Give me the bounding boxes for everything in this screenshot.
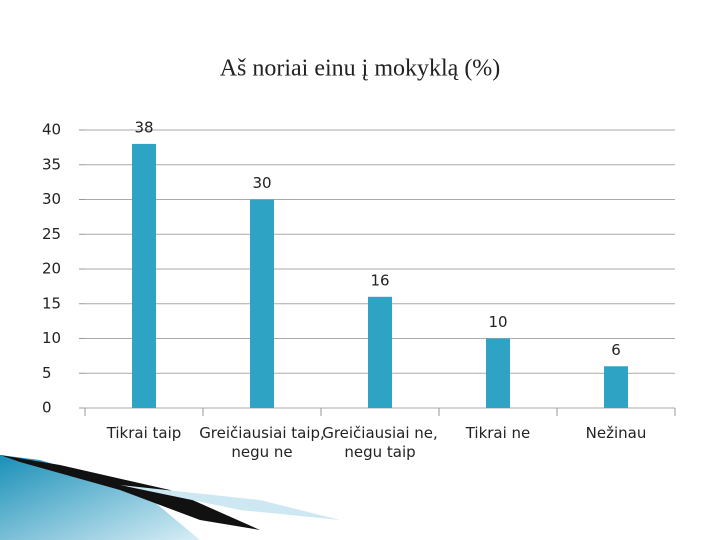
bar xyxy=(250,199,274,408)
y-tick-label: 20 xyxy=(42,260,61,278)
y-tick-label: 25 xyxy=(42,225,61,243)
y-tick-label: 35 xyxy=(42,155,61,173)
y-tick-label: 5 xyxy=(42,364,52,382)
x-tick-label: Tikrai taip xyxy=(106,424,182,442)
x-tick-label: Greičiausiai taip, negu ne xyxy=(199,424,325,461)
x-tick-label: Greičiausiai ne, negu taip xyxy=(322,424,438,461)
bar xyxy=(604,366,628,408)
decoration xyxy=(120,485,340,520)
chart-title: Aš noriai einu į mokyklą (%) xyxy=(220,56,501,82)
data-label: 16 xyxy=(370,271,389,289)
x-tick-label: Tikrai ne xyxy=(465,424,531,442)
y-tick-label: 40 xyxy=(42,121,61,139)
decoration xyxy=(0,455,200,540)
bar xyxy=(132,143,156,408)
y-tick-label: 0 xyxy=(42,399,52,417)
y-tick-label: 15 xyxy=(42,294,61,312)
x-tick-label: Nežinau xyxy=(585,424,647,442)
y-tick-label: 30 xyxy=(42,190,61,208)
data-label: 30 xyxy=(252,174,271,192)
bar xyxy=(486,338,510,408)
data-label: 38 xyxy=(134,118,153,136)
bar xyxy=(368,296,392,408)
data-label: 6 xyxy=(611,341,621,359)
decoration xyxy=(0,455,260,530)
data-label: 10 xyxy=(488,313,507,331)
y-tick-label: 10 xyxy=(42,329,61,347)
